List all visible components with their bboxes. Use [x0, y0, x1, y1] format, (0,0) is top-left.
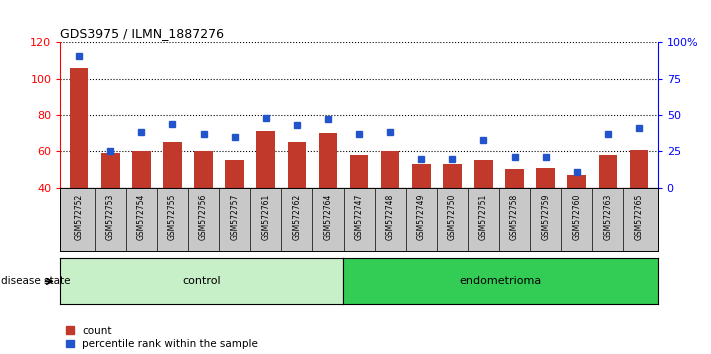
Bar: [506, 170, 524, 188]
Bar: [194, 152, 213, 188]
Text: GSM572748: GSM572748: [385, 194, 395, 240]
Bar: [225, 160, 244, 188]
Bar: [132, 152, 151, 188]
Bar: [163, 142, 182, 188]
Text: GSM572751: GSM572751: [479, 194, 488, 240]
Bar: [101, 153, 119, 188]
Text: GSM572759: GSM572759: [541, 194, 550, 240]
Bar: [381, 152, 400, 188]
Text: GSM572762: GSM572762: [292, 194, 301, 240]
Text: GSM572765: GSM572765: [634, 194, 643, 240]
Text: GSM572747: GSM572747: [355, 194, 363, 240]
Text: GSM572753: GSM572753: [106, 194, 114, 240]
Text: GSM572760: GSM572760: [572, 194, 582, 240]
Bar: [287, 142, 306, 188]
Bar: [599, 155, 617, 188]
Bar: [319, 133, 337, 188]
Bar: [630, 149, 648, 188]
Bar: [70, 68, 88, 188]
Text: GSM572758: GSM572758: [510, 194, 519, 240]
Text: GSM572750: GSM572750: [448, 194, 457, 240]
Text: disease state: disease state: [1, 276, 70, 286]
Text: GSM572763: GSM572763: [604, 194, 612, 240]
Legend: count, percentile rank within the sample: count, percentile rank within the sample: [65, 326, 258, 349]
Text: GDS3975 / ILMN_1887276: GDS3975 / ILMN_1887276: [60, 27, 225, 40]
Text: control: control: [183, 276, 221, 286]
Text: GSM572761: GSM572761: [261, 194, 270, 240]
Text: endometrioma: endometrioma: [459, 276, 542, 286]
Bar: [257, 131, 275, 188]
Text: GSM572752: GSM572752: [75, 194, 84, 240]
Bar: [536, 168, 555, 188]
Text: GSM572755: GSM572755: [168, 194, 177, 240]
Text: GSM572764: GSM572764: [324, 194, 333, 240]
Bar: [474, 160, 493, 188]
Bar: [412, 164, 431, 188]
Bar: [443, 164, 461, 188]
Text: GSM572749: GSM572749: [417, 194, 426, 240]
Bar: [350, 155, 368, 188]
Text: GSM572757: GSM572757: [230, 194, 239, 240]
Text: GSM572754: GSM572754: [137, 194, 146, 240]
Text: GSM572756: GSM572756: [199, 194, 208, 240]
Bar: [567, 175, 586, 188]
